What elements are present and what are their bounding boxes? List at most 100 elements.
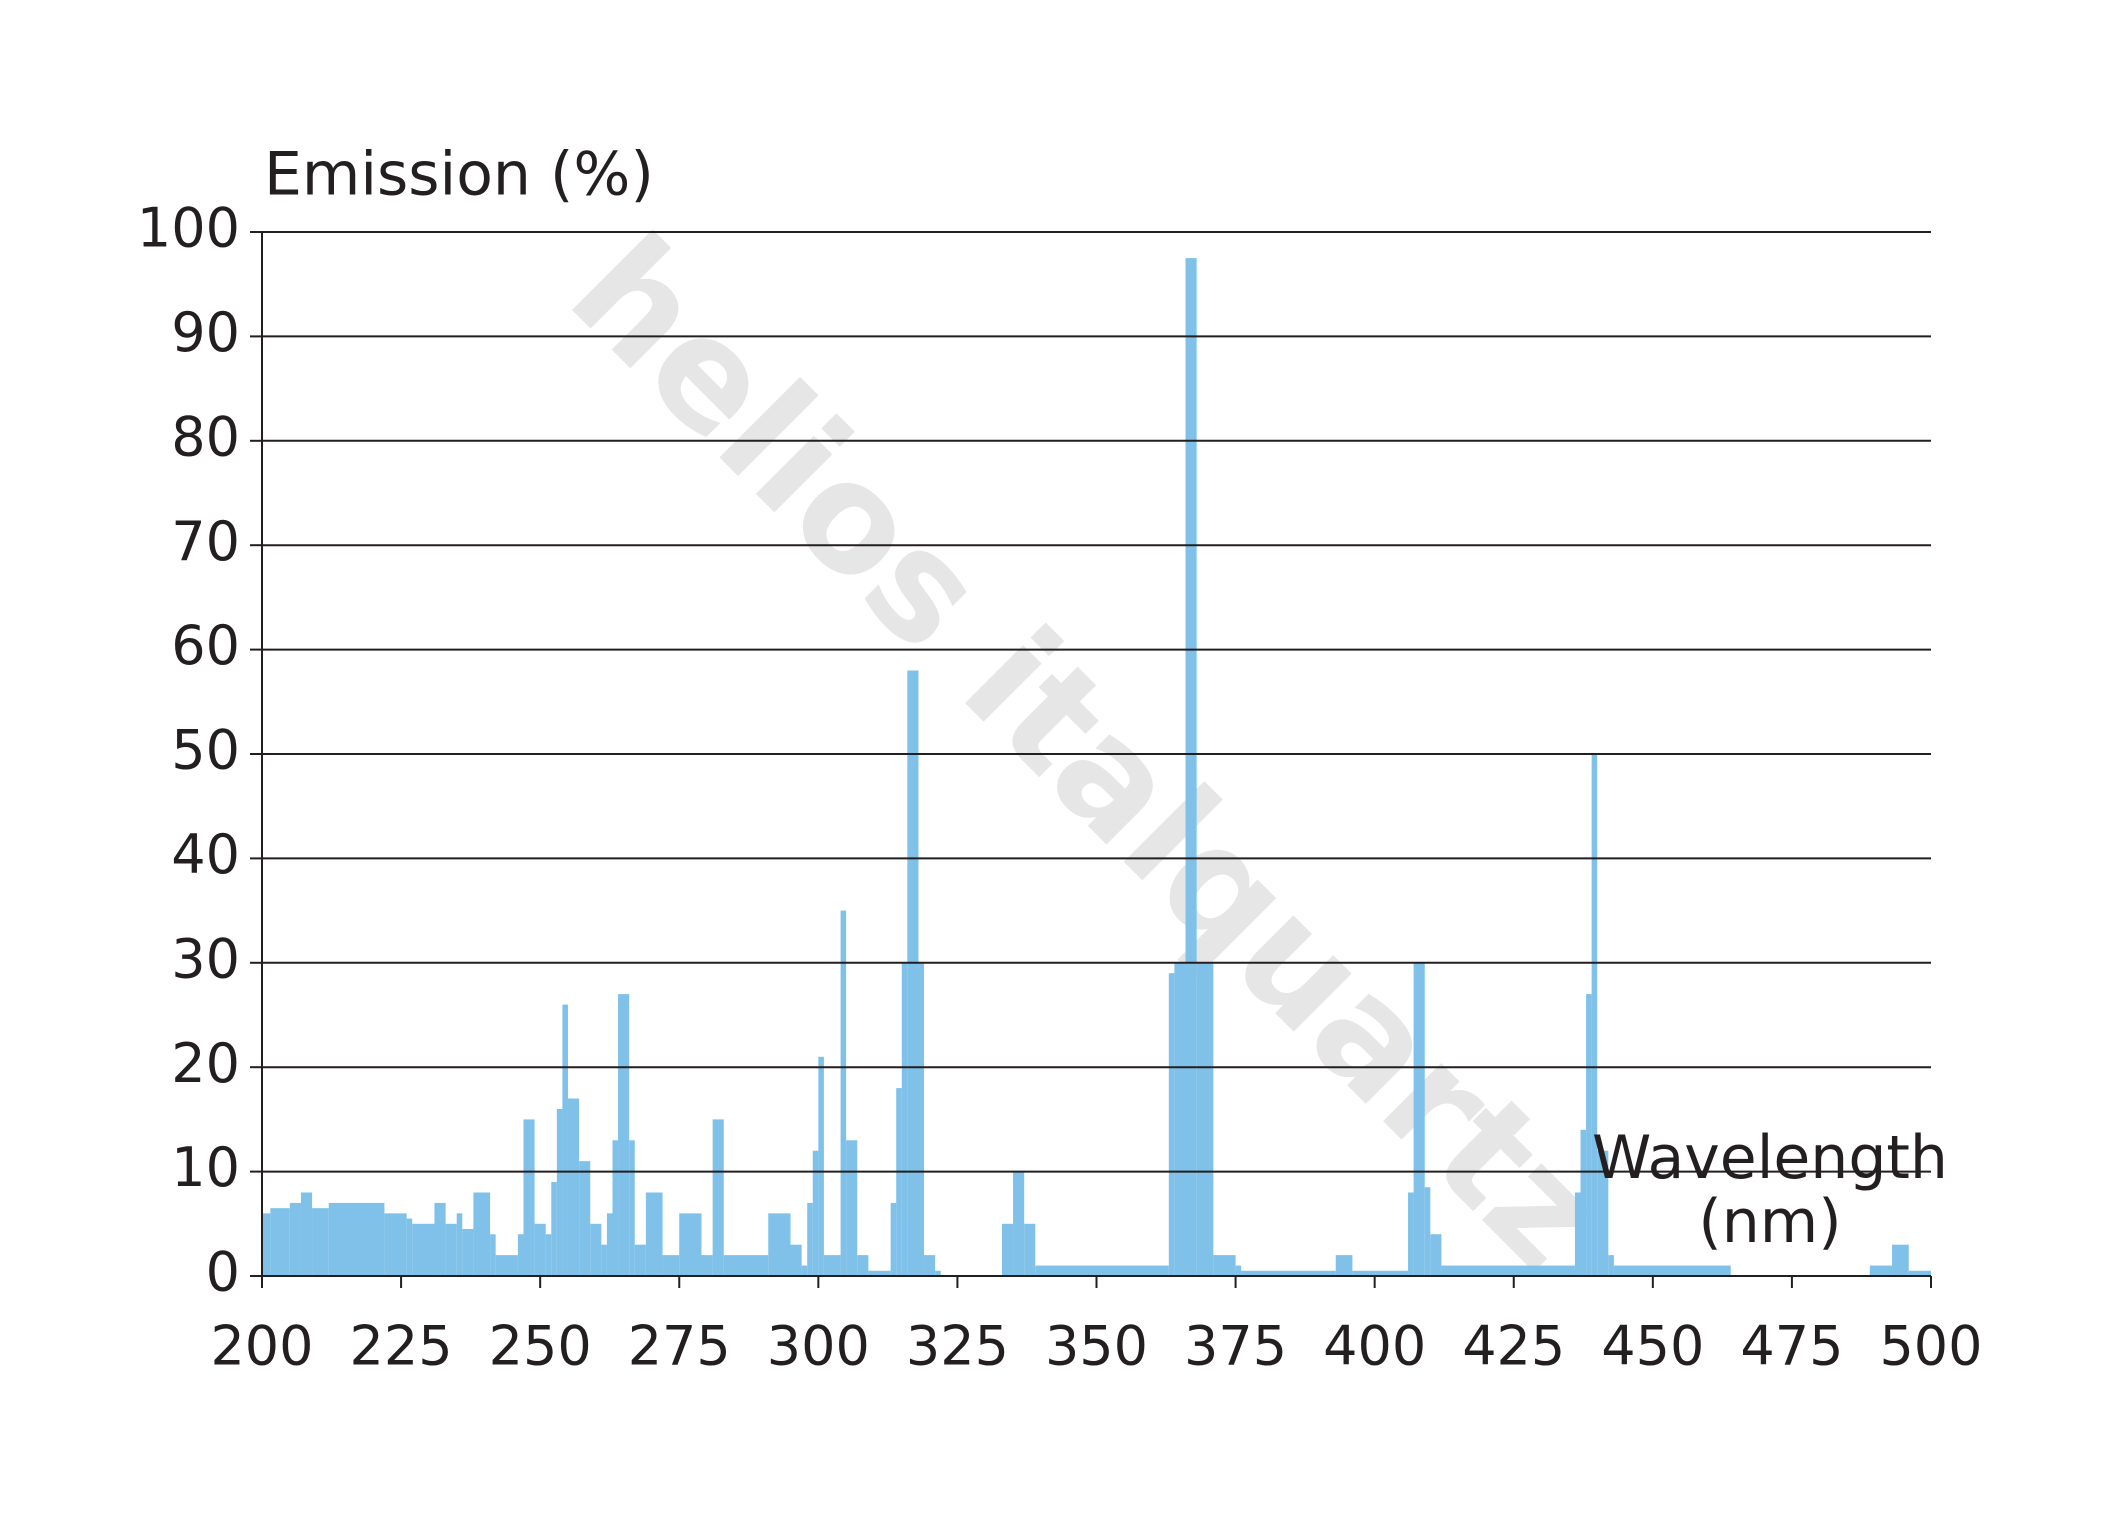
y-tick-label: 50 bbox=[171, 719, 240, 782]
x-tick-label: 350 bbox=[1045, 1315, 1148, 1378]
bar bbox=[1352, 1270, 1409, 1276]
y-tick-label: 30 bbox=[171, 927, 240, 990]
bar bbox=[896, 1088, 902, 1276]
bar bbox=[812, 1150, 819, 1276]
bar bbox=[1908, 1270, 1931, 1276]
bar bbox=[1430, 1234, 1442, 1276]
bar bbox=[1413, 962, 1425, 1276]
x-axis-label: Wavelength (nm) bbox=[1592, 1123, 1948, 1257]
y-tick-label: 10 bbox=[171, 1136, 240, 1199]
x-tick-label: 225 bbox=[350, 1315, 453, 1378]
bar bbox=[712, 1119, 724, 1276]
bar bbox=[1241, 1270, 1336, 1276]
bar bbox=[1892, 1244, 1909, 1276]
bar bbox=[935, 1270, 941, 1276]
bar bbox=[1441, 1265, 1575, 1276]
bar bbox=[1035, 1265, 1169, 1276]
x-tick-label: 400 bbox=[1323, 1315, 1426, 1378]
bar bbox=[890, 1202, 897, 1276]
bar bbox=[456, 1213, 463, 1276]
bar bbox=[495, 1255, 518, 1276]
bar bbox=[768, 1213, 791, 1276]
bar bbox=[312, 1208, 329, 1276]
bar bbox=[270, 1208, 290, 1276]
bar bbox=[901, 962, 908, 1276]
x-tick-label: 300 bbox=[767, 1315, 870, 1378]
bar bbox=[406, 1218, 413, 1276]
bar bbox=[801, 1265, 808, 1276]
x-tick-label: 500 bbox=[1879, 1315, 1982, 1378]
bar bbox=[1174, 962, 1186, 1276]
bar bbox=[289, 1202, 301, 1276]
bar bbox=[918, 962, 925, 1276]
x-tick-label: 200 bbox=[210, 1315, 313, 1378]
bar bbox=[606, 1213, 613, 1276]
bar bbox=[823, 1255, 841, 1276]
bar bbox=[523, 1119, 535, 1276]
bar bbox=[907, 670, 919, 1276]
bar bbox=[590, 1223, 602, 1276]
bar bbox=[679, 1213, 702, 1276]
bar bbox=[807, 1202, 813, 1276]
bar bbox=[462, 1229, 474, 1276]
y-tick-label: 100 bbox=[137, 197, 240, 260]
bar bbox=[300, 1192, 313, 1276]
bar bbox=[412, 1223, 435, 1276]
bar bbox=[645, 1192, 663, 1276]
x-tick-label: 250 bbox=[489, 1315, 592, 1378]
x-tick-label: 375 bbox=[1184, 1315, 1287, 1378]
bar bbox=[328, 1202, 385, 1276]
bar bbox=[924, 1255, 936, 1276]
x-tick-label: 450 bbox=[1601, 1315, 1704, 1378]
bar bbox=[634, 1244, 646, 1276]
bar bbox=[434, 1202, 446, 1276]
y-tick-label: 20 bbox=[171, 1032, 240, 1095]
y-tick-label: 70 bbox=[171, 510, 240, 573]
watermark: helios italquartz bbox=[538, 203, 1637, 1302]
bar bbox=[1213, 1255, 1236, 1276]
bar bbox=[545, 1234, 552, 1276]
y-tick-label: 40 bbox=[171, 823, 240, 886]
bar bbox=[556, 1108, 563, 1276]
y-tick-label: 0 bbox=[206, 1241, 240, 1304]
bar bbox=[1586, 994, 1592, 1276]
bar bbox=[723, 1255, 769, 1276]
bar bbox=[1869, 1265, 1893, 1276]
bar bbox=[1424, 1187, 1431, 1276]
bar bbox=[1185, 258, 1197, 1277]
x-tick-label: 325 bbox=[906, 1315, 1009, 1378]
bar bbox=[1024, 1223, 1036, 1276]
bar bbox=[1574, 1192, 1581, 1276]
bar bbox=[1001, 1223, 1014, 1276]
bar bbox=[1591, 754, 1598, 1276]
bar bbox=[868, 1270, 891, 1276]
bar bbox=[562, 1004, 568, 1276]
y-tick-label: 60 bbox=[171, 614, 240, 677]
bar bbox=[517, 1234, 524, 1276]
bar bbox=[790, 1244, 802, 1276]
bar bbox=[579, 1161, 591, 1276]
bar bbox=[384, 1213, 407, 1276]
bar bbox=[1408, 1192, 1414, 1276]
bar bbox=[567, 1098, 580, 1276]
bar bbox=[1613, 1265, 1731, 1276]
bar bbox=[629, 1140, 635, 1276]
bar bbox=[1168, 973, 1175, 1276]
bar bbox=[551, 1182, 557, 1276]
bar bbox=[262, 1213, 271, 1276]
bar bbox=[857, 1255, 869, 1276]
bar bbox=[840, 910, 847, 1276]
bar bbox=[701, 1255, 713, 1276]
bar bbox=[612, 1140, 619, 1276]
bar bbox=[445, 1223, 457, 1276]
bar bbox=[1335, 1255, 1353, 1276]
bar bbox=[490, 1234, 496, 1276]
bar bbox=[662, 1255, 680, 1276]
bar bbox=[534, 1223, 546, 1276]
bar bbox=[1608, 1255, 1614, 1276]
bar bbox=[818, 1056, 824, 1276]
x-tick-label: 475 bbox=[1740, 1315, 1843, 1378]
bar bbox=[618, 994, 630, 1276]
